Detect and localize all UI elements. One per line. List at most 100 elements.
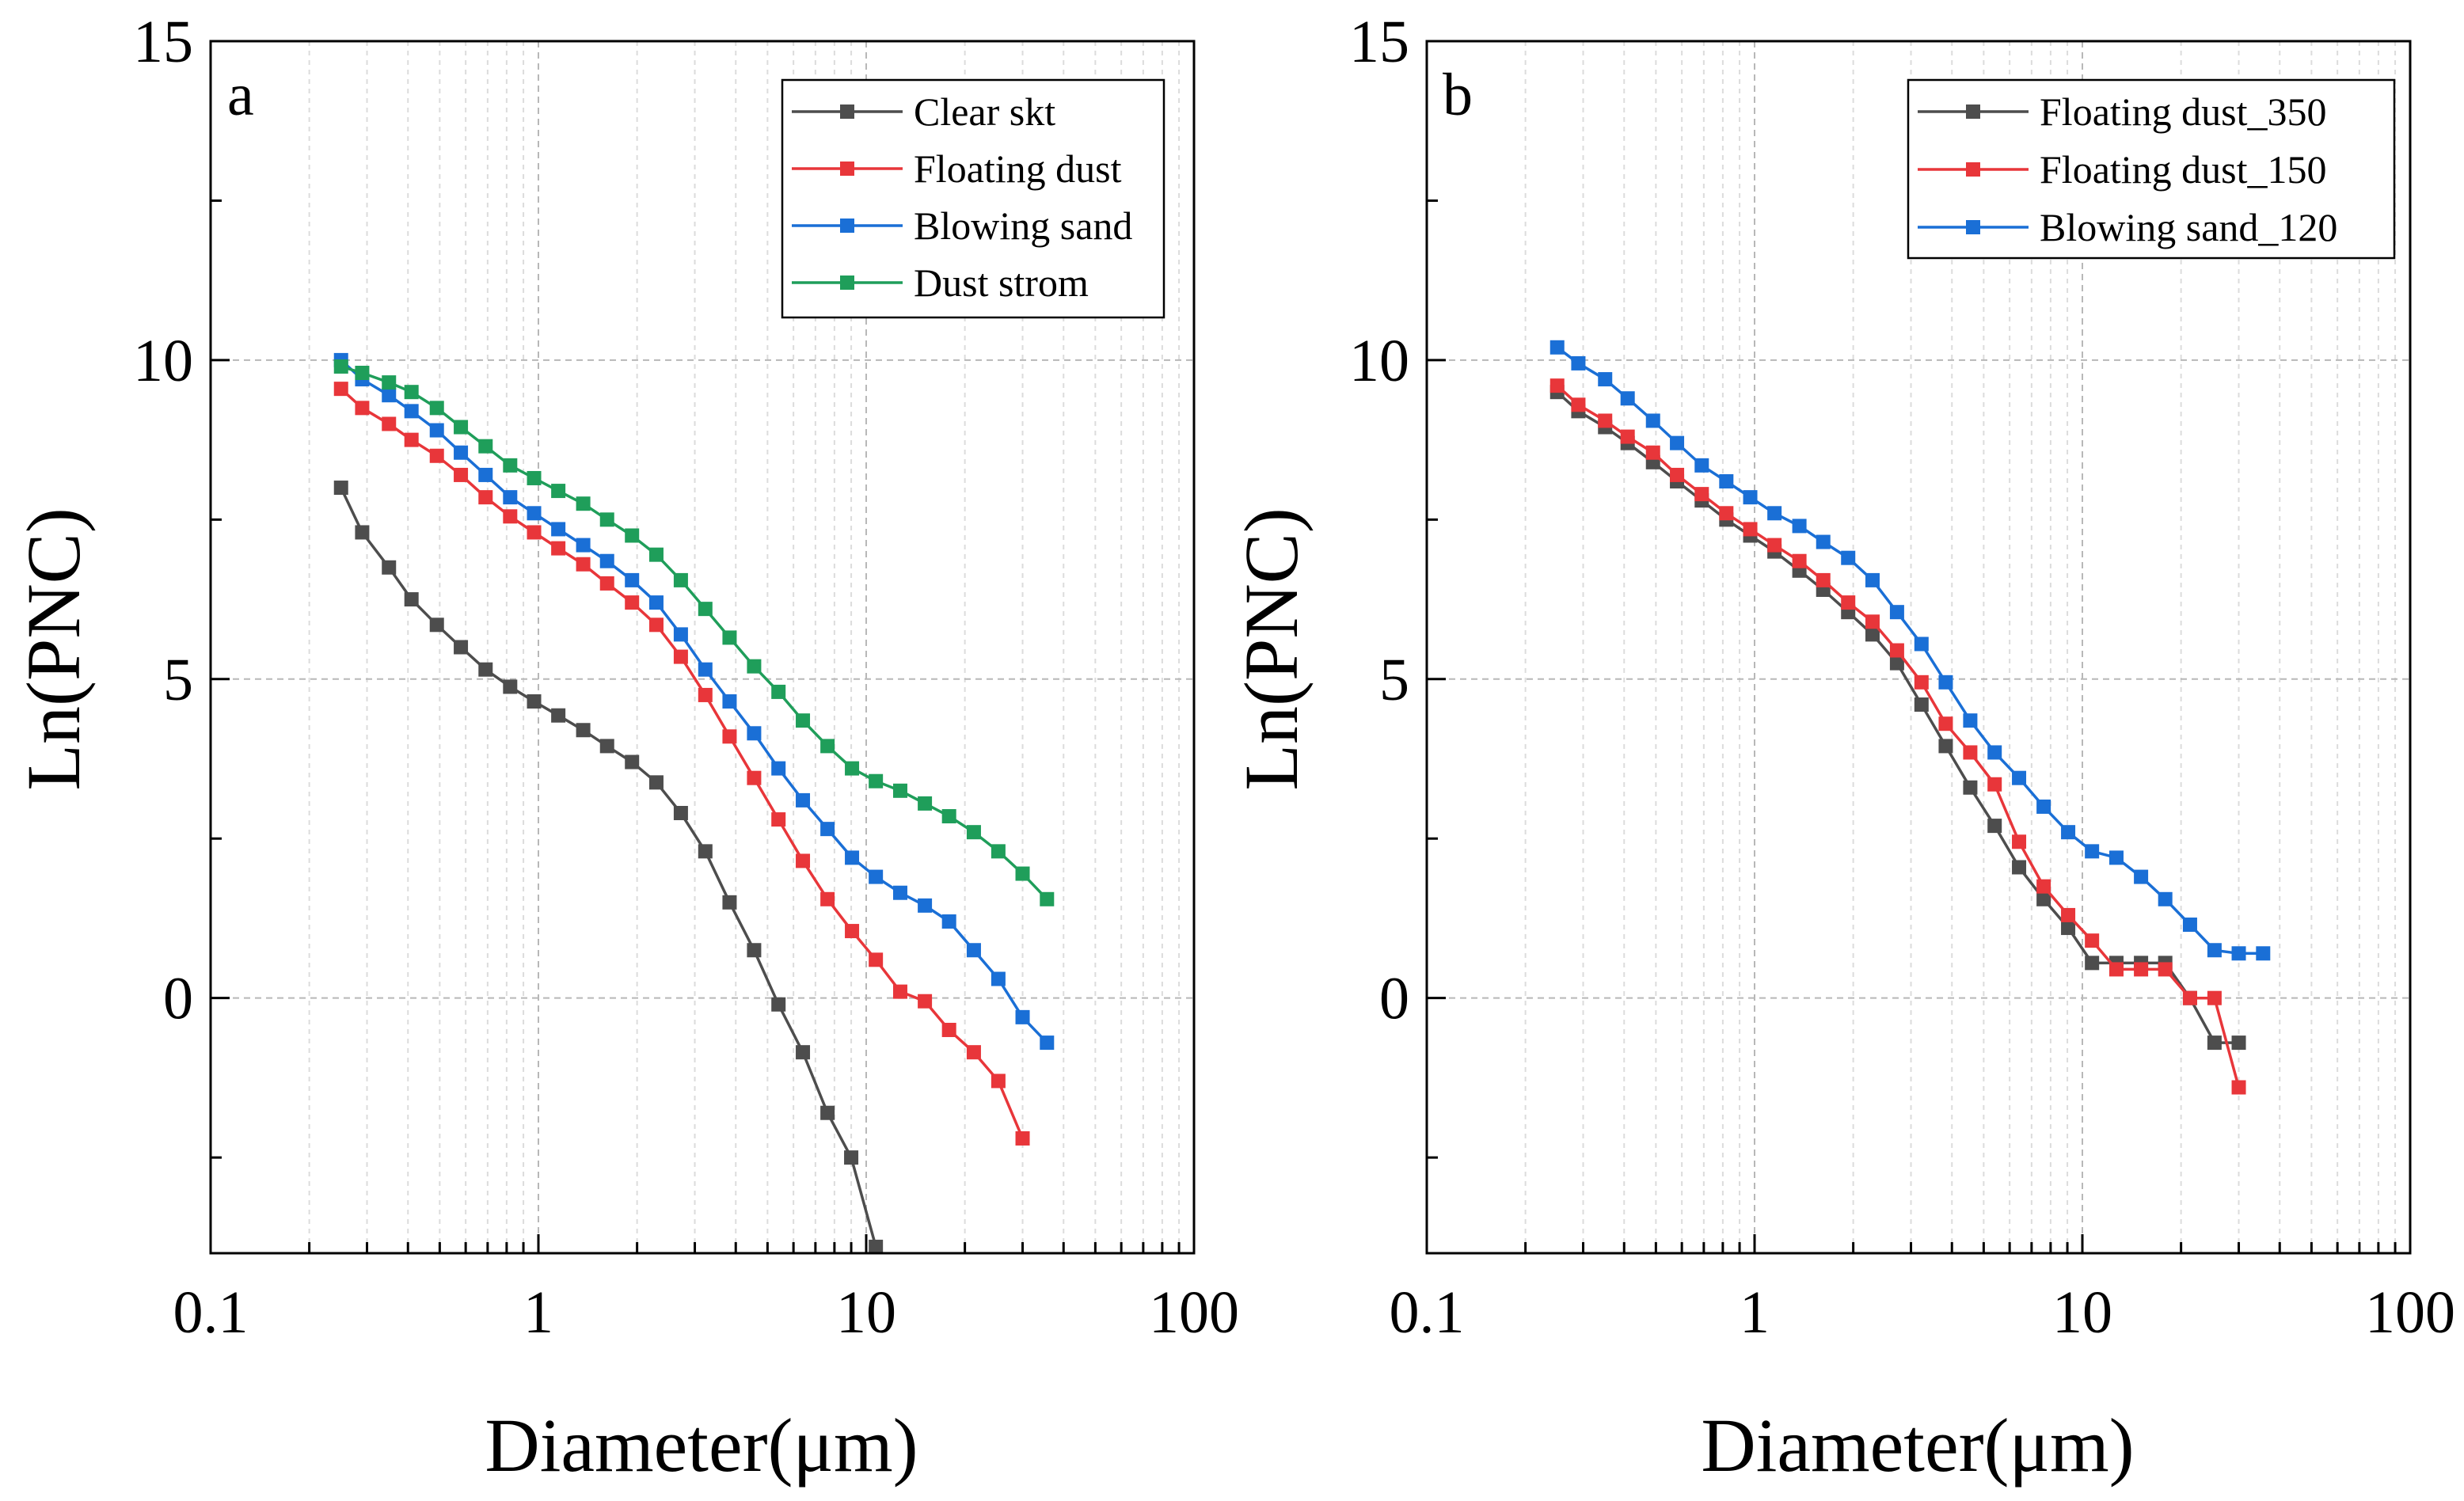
panel-b-series-floating-dust-150-point — [1914, 674, 1929, 690]
panel-a-series-floating-dust-point — [429, 448, 444, 463]
panel-a-series-dust-strom-point — [796, 713, 811, 728]
panel-a-x-tick-label: 100 — [1149, 1279, 1239, 1346]
panel-b-series-blowing-sand-120 — [1550, 340, 2271, 961]
panel-a-series-floating-dust-point — [527, 525, 542, 540]
panel-b-series-floating-dust-150-point — [2182, 990, 2197, 1005]
panel-b-series-blowing-sand-120-point — [2207, 943, 2222, 958]
panel-b-series-floating-dust-350-point — [1938, 739, 1953, 754]
panel-a-series-dust-strom-point — [820, 739, 835, 754]
panel-b-series-floating-dust-150-point — [2207, 990, 2222, 1005]
panel-b-series-floating-dust-150-point — [2108, 962, 2124, 977]
panel-a-series-clear-skt-point — [747, 943, 762, 958]
panel-a-x-tick-label: 1 — [523, 1279, 553, 1346]
panel-b-series-floating-dust-150-point — [2158, 962, 2173, 977]
panel-a-series-dust-strom-point — [648, 547, 664, 562]
panel-b-series-blowing-sand-120-point — [2012, 770, 2027, 785]
panel-b-series-floating-dust-150-point — [1550, 378, 1565, 393]
panel-b-series-floating-dust-150-point — [2085, 933, 2100, 948]
panel-b-series-blowing-sand-120-point — [1792, 519, 1807, 534]
panel-a-legend-label: Clear skt — [914, 89, 1055, 134]
panel-a-series-blowing-sand — [333, 352, 1055, 1051]
panel-a-series-dust-strom-point — [333, 359, 348, 374]
panel-a-series-clear-skt-point — [673, 806, 688, 821]
panel-b-series-blowing-sand-120-point — [2108, 850, 2124, 865]
panel-a-series-dust-strom-point — [1040, 891, 1055, 906]
panel-b-legend-swatch-marker — [1966, 162, 1980, 177]
panel-a-ticks: 0.1 1 10 100 0 5 10 15 — [133, 9, 1239, 1346]
panel-a-series-dust-strom-point — [673, 572, 688, 587]
panel-b-series-floating-dust-350-point — [1987, 819, 2002, 834]
panel-a-series-blowing-sand-point — [673, 627, 688, 642]
panel-b-series-blowing-sand-120-point — [2182, 918, 2197, 933]
panel-b-x-tick-label: 1 — [1740, 1279, 1770, 1346]
panel-a-series-blowing-sand-point — [625, 572, 640, 587]
panel-a-legend-swatch-marker — [840, 218, 854, 233]
panel-b-series-floating-dust-150 — [1550, 378, 2246, 1095]
panel-a-series-dust-strom-point — [892, 783, 907, 798]
panel-b-series-blowing-sand-120-point — [1694, 458, 1709, 473]
panel-b-y-axis-title: Ln(PNC) — [1229, 507, 1314, 790]
panel-b-legend-swatch-marker — [1966, 220, 1980, 234]
panel-b-legend-label: Blowing sand_120 — [2040, 205, 2337, 249]
panel-a-series-clear-skt-point — [478, 662, 493, 677]
panel-b-series-blowing-sand-120-point — [1620, 391, 1635, 406]
panel-b-series-blowing-sand-120-point — [2231, 946, 2246, 961]
panel-b-series-floating-dust-150-point — [1571, 397, 1586, 412]
panel-a-series-dust-strom-point — [551, 484, 566, 499]
panel-a-series-blowing-sand-point — [551, 522, 566, 537]
panel-a-series-blowing-sand-point — [918, 898, 933, 913]
panel-b-series-floating-dust-150-point — [2061, 907, 2076, 922]
panel-b-series-blowing-sand-120-point — [1670, 435, 1685, 450]
panel-a-series-blowing-sand-point — [966, 943, 981, 958]
panel-a-series-blowing-sand-point — [503, 490, 518, 505]
panel-a-series-floating-dust-point — [918, 994, 933, 1009]
panel-b-series-floating-dust-150-point — [1792, 553, 1807, 568]
panel-a-legend-label: Dust strom — [914, 260, 1089, 305]
panel-a-series-floating-dust-point — [966, 1045, 981, 1060]
panel-b-series-floating-dust-150-point — [2012, 834, 2027, 849]
panel-a-series-dust-strom-point — [404, 385, 419, 400]
panel-b-y-tick-label: 10 — [1349, 328, 1409, 394]
panel-a-series-clear-skt-point — [771, 997, 786, 1012]
panel-b-y-tick-label: 0 — [1379, 966, 1409, 1032]
panel-b-series-floating-dust-150-point — [1620, 429, 1635, 444]
panel-a-series-clear-skt-point — [333, 481, 348, 496]
panel-a-y-tick-label: 15 — [133, 9, 193, 75]
panel-a-series-blowing-sand-point — [869, 869, 884, 884]
panel-b-series-blowing-sand-120-point — [1743, 490, 1758, 505]
panel-b-series-blowing-sand-120-point — [1963, 713, 1978, 728]
panel-b-series-blowing-sand-120-point — [2085, 844, 2100, 859]
panel-a-series-floating-dust-point — [991, 1074, 1006, 1089]
panel-a-series-floating-dust-point — [796, 853, 811, 868]
panel-a-y-tick-label: 10 — [133, 328, 193, 394]
panel-b-series-floating-dust-150-point — [1889, 643, 1904, 658]
panel-b-series-blowing-sand-120-point — [2134, 869, 2149, 884]
panel-a-series-floating-dust — [333, 382, 1030, 1146]
panel-a-series-floating-dust-point — [576, 557, 591, 572]
panel-a-series-floating-dust-point — [404, 432, 419, 447]
panel-a-series-floating-dust-point — [820, 891, 835, 906]
panel-a-series-blowing-sand-point — [454, 445, 469, 460]
panel-a-series-blowing-sand-point — [771, 761, 786, 776]
panel-a-series-floating-dust-point — [941, 1022, 956, 1037]
panel-a-series-dust-strom-point — [991, 844, 1006, 859]
panel-a-axes-frame — [209, 40, 1196, 1255]
panel-a-legend-swatch-marker — [840, 104, 854, 119]
panel-a-legend: Clear skt Floating dust Blowing sand Dust s… — [781, 78, 1165, 319]
panel-a-series-blowing-sand-point — [820, 822, 835, 837]
panel-a-series-floating-dust-point — [503, 509, 518, 524]
panel-a-letter: a — [227, 62, 254, 128]
panel-a-series-clear-skt-point — [382, 560, 397, 575]
panel-a-series-blowing-sand-point — [722, 694, 737, 709]
panel-a-series-floating-dust-point — [625, 595, 640, 610]
panel-b-series-floating-dust-150-point — [1816, 572, 1831, 587]
panel-a-series-blowing-sand-point — [404, 404, 419, 419]
panel-b-series-floating-dust-350-point — [1914, 697, 1929, 712]
panel-a-series-dust-strom-point — [845, 761, 860, 776]
panel-b-series-floating-dust-350-point — [2061, 921, 2076, 936]
panel-b-x-tick-label: 100 — [2365, 1279, 2455, 1346]
panel-b-legend: Floating dust_350 Floating dust_150 Blowin… — [1907, 78, 2396, 260]
panel-a-series-dust-strom-point — [771, 684, 786, 699]
panel-b-x-axis-title: Diameter(μm) — [1701, 1403, 2134, 1488]
